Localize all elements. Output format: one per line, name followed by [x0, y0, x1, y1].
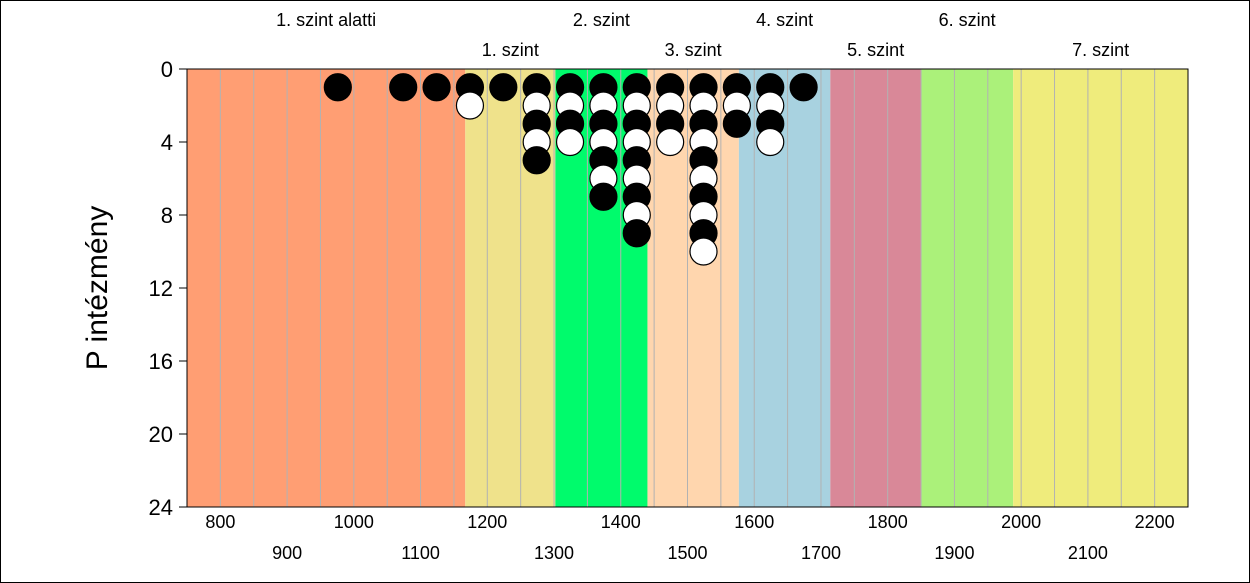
- x-tick-label: 2000: [1001, 512, 1041, 532]
- data-point: [756, 127, 785, 157]
- x-tick-label: 2100: [1068, 543, 1108, 563]
- x-tick-label: 1600: [734, 512, 774, 532]
- level-label: 7. szint: [1072, 40, 1129, 60]
- level-label: 3. szint: [665, 40, 722, 60]
- level-band-5: [738, 69, 831, 507]
- y-tick-label: 20: [149, 422, 173, 447]
- data-point: [656, 127, 685, 157]
- level-label: 2. szint: [573, 10, 630, 30]
- x-tick-label: 2200: [1135, 512, 1175, 532]
- x-tick-label: 1800: [868, 512, 908, 532]
- level-band-8: [1013, 69, 1188, 507]
- level-band-7: [921, 69, 1014, 507]
- x-tick-label: 1000: [334, 512, 374, 532]
- data-point: [555, 127, 585, 157]
- x-tick-label: 900: [272, 543, 302, 563]
- data-point: [689, 237, 718, 266]
- x-tick-label: 800: [205, 512, 235, 532]
- x-tick-label: 1900: [934, 543, 974, 563]
- data-point: [522, 146, 551, 175]
- data-point: [789, 73, 818, 102]
- x-tick-label: 1400: [601, 512, 641, 532]
- level-label: 1. szint alatti: [276, 10, 376, 30]
- data-point: [622, 219, 651, 248]
- y-tick-label: 24: [149, 495, 173, 520]
- level-label: 6. szint: [939, 10, 996, 30]
- data-point: [722, 109, 751, 138]
- level-label: 5. szint: [847, 40, 904, 60]
- data-point: [589, 182, 618, 211]
- y-axis-label: P intézmény: [81, 206, 114, 371]
- data-point: [422, 73, 451, 102]
- level-band-1: [187, 69, 466, 507]
- level-band-6: [830, 69, 922, 507]
- data-point: [389, 73, 418, 102]
- y-tick-label: 8: [161, 203, 173, 228]
- level-label: 4. szint: [756, 10, 813, 30]
- y-tick-label: 4: [161, 130, 173, 155]
- x-tick-label: 1100: [401, 543, 440, 563]
- y-tick-label: 0: [161, 57, 173, 82]
- x-tick-label: 1500: [667, 543, 707, 563]
- data-point: [455, 91, 485, 120]
- data-point: [323, 73, 352, 102]
- data-point: [489, 73, 518, 102]
- level-label: 1. szint: [482, 40, 539, 60]
- x-tick-label: 1300: [534, 543, 574, 563]
- x-tick-label: 1700: [801, 543, 841, 563]
- y-tick-label: 12: [149, 276, 173, 301]
- y-tick-label: 16: [149, 349, 173, 374]
- x-tick-label: 1200: [467, 512, 507, 532]
